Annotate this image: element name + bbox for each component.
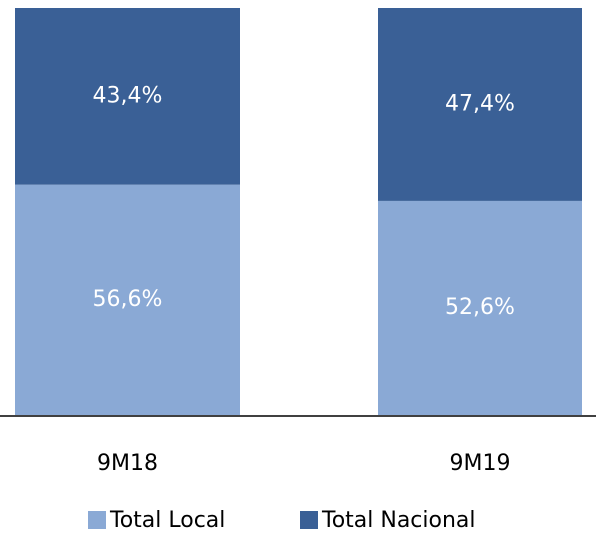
bar-segment xyxy=(378,8,582,201)
x-tick-label: 9M19 xyxy=(450,451,511,476)
data-label: 56,6% xyxy=(93,287,163,312)
x-tick-label: 9M18 xyxy=(97,451,158,476)
bar-segment xyxy=(378,200,582,415)
data-label: 52,6% xyxy=(445,295,515,320)
legend-label: Total Local xyxy=(109,508,225,533)
legend-swatch xyxy=(300,511,318,529)
data-label: 47,4% xyxy=(445,91,515,116)
legend-label: Total Nacional xyxy=(321,508,476,533)
legend-swatch xyxy=(88,511,106,529)
bar-segment xyxy=(15,184,240,415)
bar-segment xyxy=(15,8,240,185)
data-label: 43,4% xyxy=(93,83,163,108)
